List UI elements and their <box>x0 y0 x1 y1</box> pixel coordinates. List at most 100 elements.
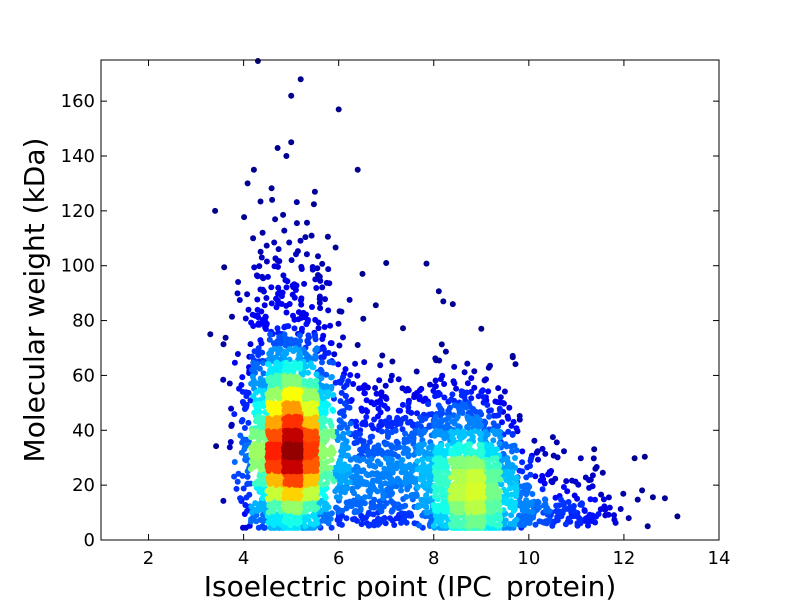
data-point <box>384 434 391 440</box>
data-point <box>423 260 430 267</box>
data-point <box>446 404 453 411</box>
data-point <box>467 469 473 475</box>
data-point <box>387 466 394 473</box>
data-point <box>452 483 459 490</box>
data-point <box>335 106 342 113</box>
data-point <box>342 366 349 373</box>
data-point <box>213 443 220 450</box>
data-point <box>644 523 651 530</box>
data-point <box>285 508 291 514</box>
data-point <box>274 338 281 345</box>
data-point <box>509 443 516 449</box>
data-point <box>592 465 599 472</box>
data-point <box>464 509 471 516</box>
data-point <box>313 371 320 378</box>
data-point <box>257 286 264 293</box>
data-point <box>289 291 296 298</box>
data-point <box>436 357 443 364</box>
data-point <box>311 512 318 519</box>
data-point <box>241 425 248 431</box>
data-point <box>363 397 370 404</box>
data-point <box>291 509 298 515</box>
data-point <box>444 478 450 485</box>
data-point <box>447 495 454 502</box>
data-point <box>376 519 383 526</box>
data-point <box>244 480 251 487</box>
data-point <box>323 383 330 390</box>
data-point <box>354 494 361 500</box>
data-point <box>391 522 398 528</box>
data-point <box>471 492 478 499</box>
data-point <box>459 410 466 416</box>
data-point <box>444 442 451 449</box>
data-point <box>454 443 461 450</box>
data-point <box>577 520 584 527</box>
data-point <box>625 515 632 522</box>
data-point <box>382 480 389 487</box>
data-point <box>517 512 524 519</box>
data-point <box>380 495 387 501</box>
data-point <box>641 453 648 460</box>
data-point <box>306 334 312 341</box>
data-point <box>325 349 332 356</box>
data-point <box>471 384 478 391</box>
data-point <box>461 369 468 376</box>
data-point <box>405 399 412 406</box>
data-point <box>496 507 503 514</box>
data-point <box>479 449 486 456</box>
data-point <box>221 264 228 271</box>
data-point <box>545 471 551 478</box>
data-point <box>312 347 319 354</box>
data-point <box>365 522 372 529</box>
data-point <box>378 393 385 399</box>
data-point <box>245 389 252 396</box>
data-point <box>448 396 455 403</box>
data-point <box>291 325 298 332</box>
data-point <box>532 473 539 480</box>
data-point <box>571 508 578 515</box>
data-point <box>238 382 245 388</box>
data-point <box>394 462 401 469</box>
data-point <box>448 450 455 457</box>
data-point <box>255 352 262 359</box>
data-point <box>255 401 262 408</box>
data-point <box>268 284 275 291</box>
data-point <box>393 483 400 490</box>
data-point <box>254 296 261 303</box>
data-point <box>283 513 289 520</box>
data-point <box>293 251 299 258</box>
data-point <box>285 374 292 381</box>
data-point <box>228 405 235 412</box>
data-point <box>474 483 480 490</box>
data-point <box>284 414 291 421</box>
data-point <box>453 514 460 521</box>
data-point <box>283 309 290 316</box>
data-point <box>250 323 257 329</box>
data-point <box>341 400 348 407</box>
data-point <box>327 322 334 329</box>
data-point <box>508 422 515 429</box>
data-point <box>441 381 448 387</box>
data-point <box>334 505 340 512</box>
data-point <box>227 439 234 445</box>
data-point <box>505 415 512 422</box>
data-point <box>310 441 316 448</box>
data-point <box>269 196 276 203</box>
data-point <box>408 493 415 500</box>
data-point <box>420 429 427 436</box>
data-point <box>449 391 456 398</box>
data-point <box>352 433 359 440</box>
data-point <box>357 446 364 453</box>
data-point <box>312 447 319 454</box>
data-point <box>271 239 278 246</box>
data-point <box>236 297 243 303</box>
data-point <box>403 493 410 500</box>
data-point <box>321 453 327 460</box>
data-point <box>370 462 376 469</box>
data-point <box>370 504 377 511</box>
data-point <box>273 373 280 380</box>
data-point <box>477 444 484 451</box>
data-point <box>245 306 252 313</box>
data-point <box>639 487 646 494</box>
data-point <box>464 424 471 430</box>
